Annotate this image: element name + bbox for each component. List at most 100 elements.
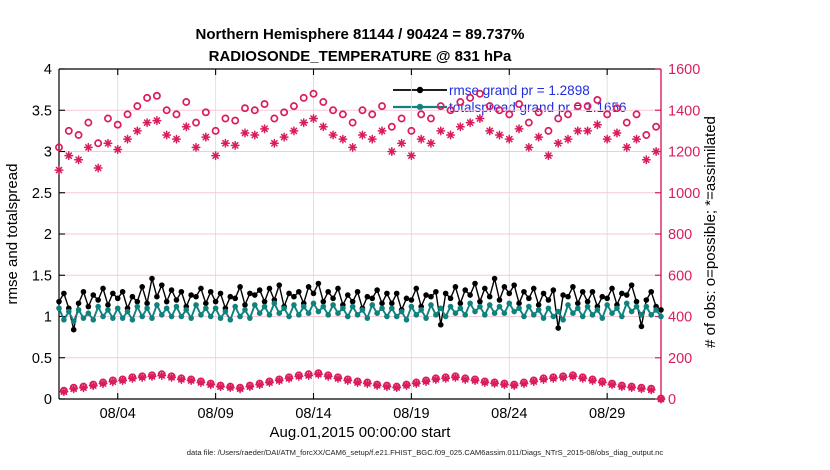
n_assimilated-marker bbox=[548, 373, 558, 383]
totalspread-marker bbox=[207, 313, 214, 320]
totalspread-marker bbox=[565, 302, 571, 308]
rmse-marker bbox=[413, 285, 420, 292]
rmse-marker bbox=[609, 285, 615, 292]
n_assimilated-marker bbox=[480, 377, 490, 388]
totalspread-marker bbox=[530, 312, 537, 318]
n_assimilated-marker bbox=[323, 371, 333, 381]
n_assimilated-marker bbox=[69, 384, 79, 394]
rmse-marker bbox=[242, 302, 248, 308]
n_possible-marker bbox=[113, 120, 122, 129]
rmse-marker bbox=[452, 284, 459, 290]
rmse-marker bbox=[648, 288, 655, 295]
totalspread-marker bbox=[643, 303, 650, 310]
n_assimilated-marker bbox=[362, 378, 372, 389]
totalspread-marker bbox=[61, 317, 67, 323]
n_assimilated-marker bbox=[201, 132, 211, 142]
n_possible-marker bbox=[250, 106, 259, 115]
rmse-marker bbox=[119, 288, 126, 295]
totalspread-marker bbox=[428, 302, 434, 308]
totalspread-marker bbox=[516, 305, 522, 312]
n_assimilated-marker bbox=[147, 371, 157, 381]
totalspread-marker bbox=[413, 312, 420, 318]
n_assimilated-marker bbox=[543, 151, 553, 161]
rmse-marker bbox=[217, 290, 224, 297]
n_possible-marker bbox=[505, 110, 514, 119]
y-tick-label-right: 1400 bbox=[668, 103, 700, 119]
rmse-marker bbox=[193, 293, 199, 300]
n_assimilated-marker bbox=[245, 382, 255, 392]
totalspread-marker bbox=[374, 310, 380, 317]
rmse-marker bbox=[227, 293, 234, 300]
totalspread-marker bbox=[242, 307, 248, 313]
n_assimilated-marker bbox=[607, 380, 617, 390]
n_assimilated-marker bbox=[622, 142, 632, 152]
n_assimilated-marker bbox=[299, 118, 309, 128]
totalspread-marker bbox=[457, 305, 464, 312]
totalspread-marker bbox=[648, 312, 655, 318]
n_possible-marker bbox=[201, 108, 210, 117]
n_assimilated-marker bbox=[612, 128, 622, 138]
n_assimilated-marker bbox=[578, 373, 588, 383]
y-tick-label-left: 0 bbox=[44, 392, 52, 408]
rmse-marker bbox=[408, 297, 415, 303]
totalspread-marker bbox=[305, 310, 312, 317]
rmse-marker bbox=[428, 293, 434, 300]
totalspread-marker bbox=[418, 307, 424, 313]
n_assimilated-marker bbox=[167, 372, 177, 382]
rmse-marker bbox=[521, 288, 527, 295]
n_assimilated-marker bbox=[78, 383, 89, 393]
totalspread-marker bbox=[168, 313, 175, 320]
rmse-marker bbox=[61, 290, 67, 297]
n_assimilated-marker bbox=[382, 382, 392, 392]
totalspread-marker bbox=[335, 310, 341, 317]
rmse-marker bbox=[579, 288, 586, 295]
rmse-marker bbox=[335, 285, 341, 292]
n_assimilated-marker bbox=[142, 118, 152, 128]
n_assimilated-marker bbox=[436, 126, 446, 136]
n_assimilated-marker bbox=[573, 126, 583, 136]
n_assimilated-marker bbox=[54, 165, 64, 175]
rmse-marker bbox=[364, 293, 371, 300]
chart-title-line2: RADIOSONDE_TEMPERATURE @ 831 hPa bbox=[209, 48, 512, 65]
rmse-marker bbox=[158, 282, 165, 288]
y-tick-label-right: 600 bbox=[668, 268, 692, 284]
n_possible-marker bbox=[544, 126, 553, 135]
n_assimilated-marker bbox=[377, 126, 387, 136]
n_assimilated-marker bbox=[152, 116, 162, 126]
y-tick-label-left: 4 bbox=[44, 62, 52, 78]
n_assimilated-marker bbox=[255, 380, 265, 390]
rmse-marker bbox=[320, 298, 327, 305]
x-tick-label: 08/04 bbox=[100, 406, 136, 422]
rmse-marker bbox=[203, 300, 209, 307]
totalspread-marker bbox=[144, 305, 150, 312]
totalspread-marker bbox=[560, 317, 566, 323]
legend-rmse-label: rmse grand pr = 1.2898 bbox=[449, 83, 590, 98]
totalspread-marker bbox=[584, 303, 591, 310]
n_assimilated-marker bbox=[279, 132, 289, 142]
totalspread-marker bbox=[467, 300, 473, 307]
y-axis-label-right: # of obs: o=possible; *=assimilated bbox=[702, 116, 719, 348]
y-tick-label-left: 3.5 bbox=[32, 103, 52, 119]
n_possible-marker bbox=[192, 118, 200, 127]
rmse-marker bbox=[344, 292, 351, 298]
n_assimilated-marker bbox=[294, 371, 304, 381]
totalspread-marker bbox=[369, 302, 376, 308]
n_assimilated-marker bbox=[499, 380, 509, 390]
n_assimilated-marker bbox=[504, 134, 514, 144]
n_assimilated-marker bbox=[113, 144, 123, 154]
totalspread-marker bbox=[658, 313, 664, 320]
rmse-marker bbox=[482, 285, 488, 292]
n_possible-marker bbox=[368, 110, 377, 119]
y-tick-label-right: 0 bbox=[668, 392, 676, 408]
n_assimilated-marker bbox=[357, 130, 367, 140]
n_assimilated-marker bbox=[445, 130, 456, 140]
rmse-marker bbox=[251, 292, 258, 298]
n_possible-marker bbox=[613, 104, 621, 113]
rmse-marker bbox=[100, 285, 106, 292]
n_assimilated-marker bbox=[206, 380, 216, 390]
totalspread-marker bbox=[85, 310, 92, 317]
rmse-marker bbox=[330, 295, 336, 302]
y-tick-label-left: 1.5 bbox=[32, 268, 52, 284]
totalspread-marker bbox=[344, 313, 351, 320]
n_assimilated-marker bbox=[215, 382, 226, 392]
